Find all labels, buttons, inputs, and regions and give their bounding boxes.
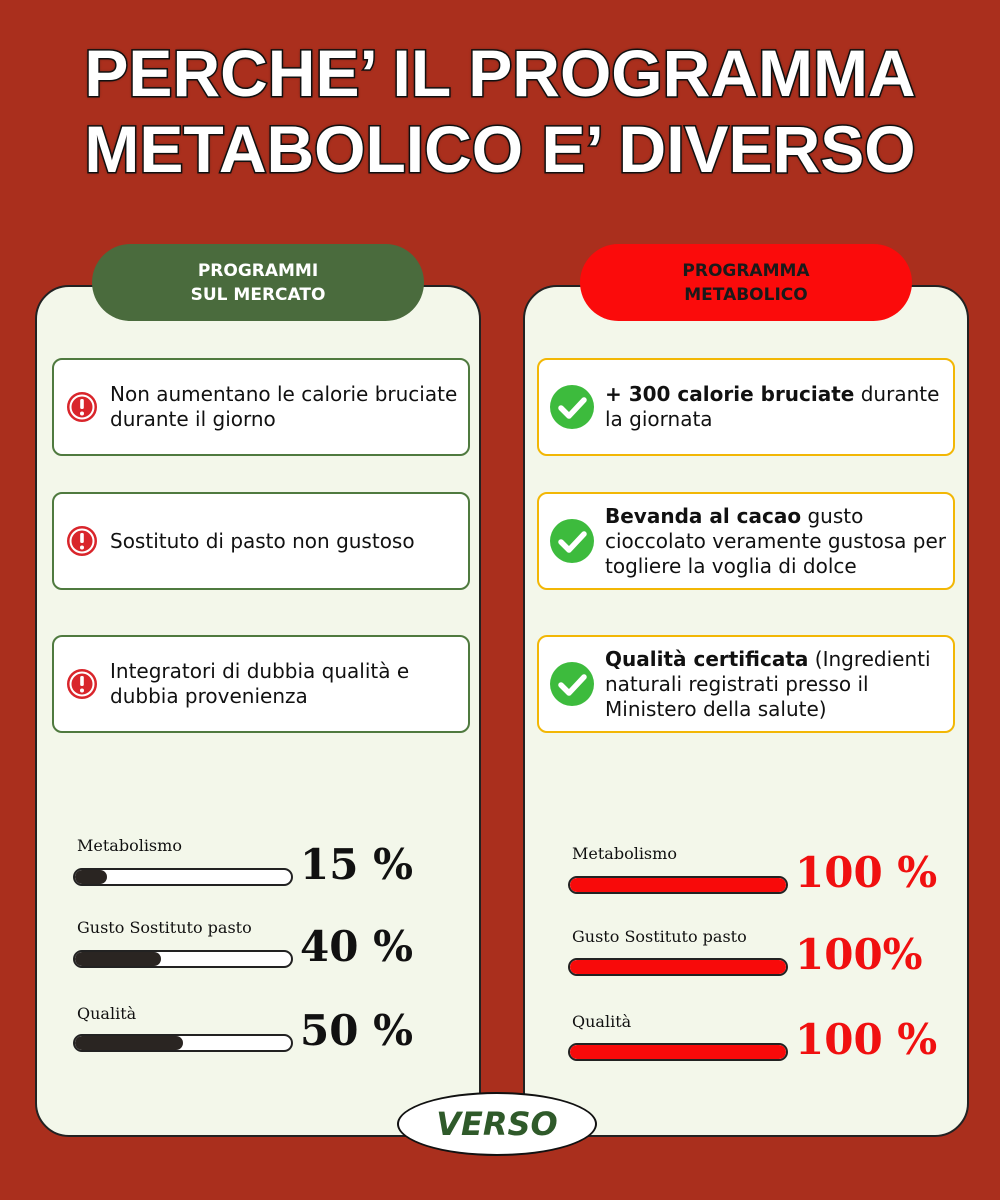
bar-fill	[75, 870, 108, 884]
bar-track	[73, 1034, 293, 1052]
item-bold-text: Qualità certificata	[605, 646, 809, 671]
item-bold-text: Bevanda al cacao	[605, 503, 802, 528]
item-card: + 300 calorie bruciate durante la giorna…	[537, 358, 955, 456]
item-text: Non aumentano le calorie bruciate durant…	[110, 382, 466, 432]
item-text-body: gusto cioccolato veramente gustosa per t…	[605, 503, 946, 578]
header-line: SUL MERCATO	[190, 284, 326, 305]
title: PERCHE’ IL PROGRAMMA METABOLICO E’ DIVER…	[0, 35, 1000, 188]
footer-badge: VERSO	[397, 1092, 597, 1156]
bar-track	[568, 958, 788, 976]
header-line: PROGRAMMA	[682, 260, 810, 281]
warning-icon	[65, 524, 99, 558]
check-icon	[550, 385, 594, 429]
header-line: METABOLICO	[684, 284, 808, 305]
right-header: PROGRAMMA METABOLICO	[580, 244, 912, 321]
bar-fill	[75, 1036, 183, 1050]
item-text: Integratori di dubbia qualità e dubbia p…	[110, 659, 466, 709]
bar-value: 50 %	[300, 1006, 413, 1055]
title-line: PERCHE’ IL PROGRAMMA	[83, 35, 917, 112]
bar-fill	[75, 952, 162, 966]
bar-value: 100 %	[795, 848, 938, 897]
item-text: Bevanda al cacao gusto cioccolato verame…	[605, 504, 953, 579]
bar-track	[73, 950, 293, 968]
item-text: Sostituto di pasto non gustoso	[110, 529, 466, 554]
check-icon	[550, 519, 594, 563]
item-text-body: Non aumentano le calorie bruciate durant…	[110, 382, 458, 431]
bar-track	[73, 868, 293, 886]
bar-value: 100%	[795, 930, 923, 979]
item-text-body: Sostituto di pasto non gustoso	[110, 528, 415, 553]
item-text-body: (Ingredienti naturali registrati presso …	[605, 646, 931, 721]
header-line: PROGRAMMI	[197, 260, 319, 281]
check-icon	[550, 662, 594, 706]
bar-label: Metabolismo	[77, 836, 182, 855]
warning-icon	[65, 667, 99, 701]
item-text: Qualità certificata (Ingredienti natural…	[605, 647, 953, 722]
item-bold-text: + 300 calorie bruciate	[605, 382, 855, 406]
bar-label: Gusto Sostituto pasto	[572, 927, 747, 946]
item-card: Sostituto di pasto non gustoso	[52, 492, 470, 590]
bar-value: 100 %	[795, 1015, 938, 1064]
title-line: METABOLICO E’ DIVERSO	[83, 111, 917, 188]
item-card: Non aumentano le calorie bruciate durant…	[52, 358, 470, 456]
bar-label: Qualità	[77, 1004, 137, 1023]
bar-value: 15 %	[300, 840, 413, 889]
bar-label: Gusto Sostituto pasto	[77, 918, 252, 937]
item-text-body: durante la giornata	[605, 382, 940, 431]
left-header: PROGRAMMI SUL MERCATO	[92, 244, 424, 321]
item-text-body: Integratori di dubbia qualità e dubbia p…	[110, 659, 410, 708]
bar-label: Metabolismo	[572, 844, 677, 863]
bar-track	[568, 1043, 788, 1061]
bar-label: Qualità	[572, 1012, 632, 1031]
bar-fill	[570, 960, 786, 974]
item-card: Qualità certificata (Ingredienti natural…	[537, 635, 955, 733]
warning-icon	[65, 390, 99, 424]
bar-track	[568, 876, 788, 894]
bar-fill	[570, 1045, 786, 1059]
bar-value: 40 %	[300, 922, 413, 971]
bar-fill	[570, 878, 786, 892]
item-text: + 300 calorie bruciate durante la giorna…	[605, 382, 953, 432]
item-card: Integratori di dubbia qualità e dubbia p…	[52, 635, 470, 733]
item-card: Bevanda al cacao gusto cioccolato verame…	[537, 492, 955, 590]
